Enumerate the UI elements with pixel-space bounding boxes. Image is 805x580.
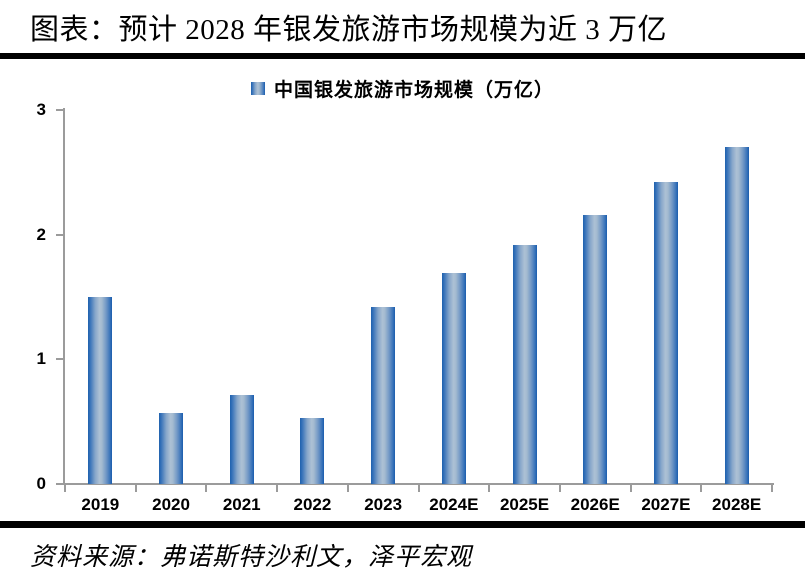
x-tick-mark — [771, 484, 773, 492]
chart-legend: 中国银发旅游市场规模（万亿） — [0, 76, 805, 101]
x-tick-mark — [276, 484, 279, 492]
x-tick-mark — [629, 484, 632, 492]
x-tick-label: 2025E — [499, 495, 550, 514]
x-tick-mark — [64, 484, 66, 492]
x-tick-mark — [700, 484, 703, 492]
x-tick-label: 2019 — [81, 495, 120, 514]
y-tick-label: 0 — [36, 474, 46, 493]
x-tick-label: 2023 — [364, 495, 403, 514]
x-tick-label: 2020 — [152, 495, 190, 514]
y-tick-label: 2 — [36, 224, 46, 244]
bar-2026E — [583, 214, 608, 484]
page-title: 图表：预计 2028 年银发旅游市场规模为近 3 万亿 — [30, 14, 668, 46]
x-tick-mark — [488, 484, 491, 492]
x-tick-mark — [205, 484, 208, 492]
x-tick-label: 2022 — [293, 495, 332, 514]
bar-2022 — [300, 417, 325, 484]
legend-label: 中国银发旅游市场规模（万亿） — [273, 79, 554, 101]
bar-2028E — [724, 147, 749, 484]
x-tick-mark — [134, 484, 137, 492]
x-tick-label: 2026E — [570, 495, 620, 514]
x-tick-mark — [558, 484, 561, 492]
y-tick-mark — [56, 109, 63, 111]
x-tick-label: 2027E — [641, 495, 691, 514]
x-tick-mark — [346, 484, 349, 492]
title-divider — [0, 53, 805, 59]
bar-2023 — [371, 306, 396, 484]
y-tick-mark — [56, 483, 63, 485]
bar-2021 — [229, 395, 254, 484]
bar-2024E — [441, 273, 466, 484]
source-note: 资料来源：弗诺斯特沙利文，泽平宏观 — [30, 544, 473, 571]
footer-divider — [0, 521, 805, 528]
bar-2020 — [159, 412, 184, 484]
bar-2025E — [512, 244, 537, 484]
y-tick-label: 1 — [36, 349, 46, 369]
y-axis-line — [63, 108, 65, 485]
bar-2019 — [88, 297, 113, 484]
x-tick-label: 2024E — [429, 495, 479, 514]
x-tick-label: 2028E — [712, 495, 762, 514]
x-tick-mark — [417, 484, 420, 492]
y-tick-label: 3 — [36, 100, 46, 119]
bar-2027E — [653, 182, 678, 484]
legend-swatch-icon — [250, 81, 265, 95]
x-tick-label: 2021 — [222, 495, 261, 514]
y-tick-mark — [56, 233, 63, 236]
y-tick-mark — [56, 358, 63, 361]
